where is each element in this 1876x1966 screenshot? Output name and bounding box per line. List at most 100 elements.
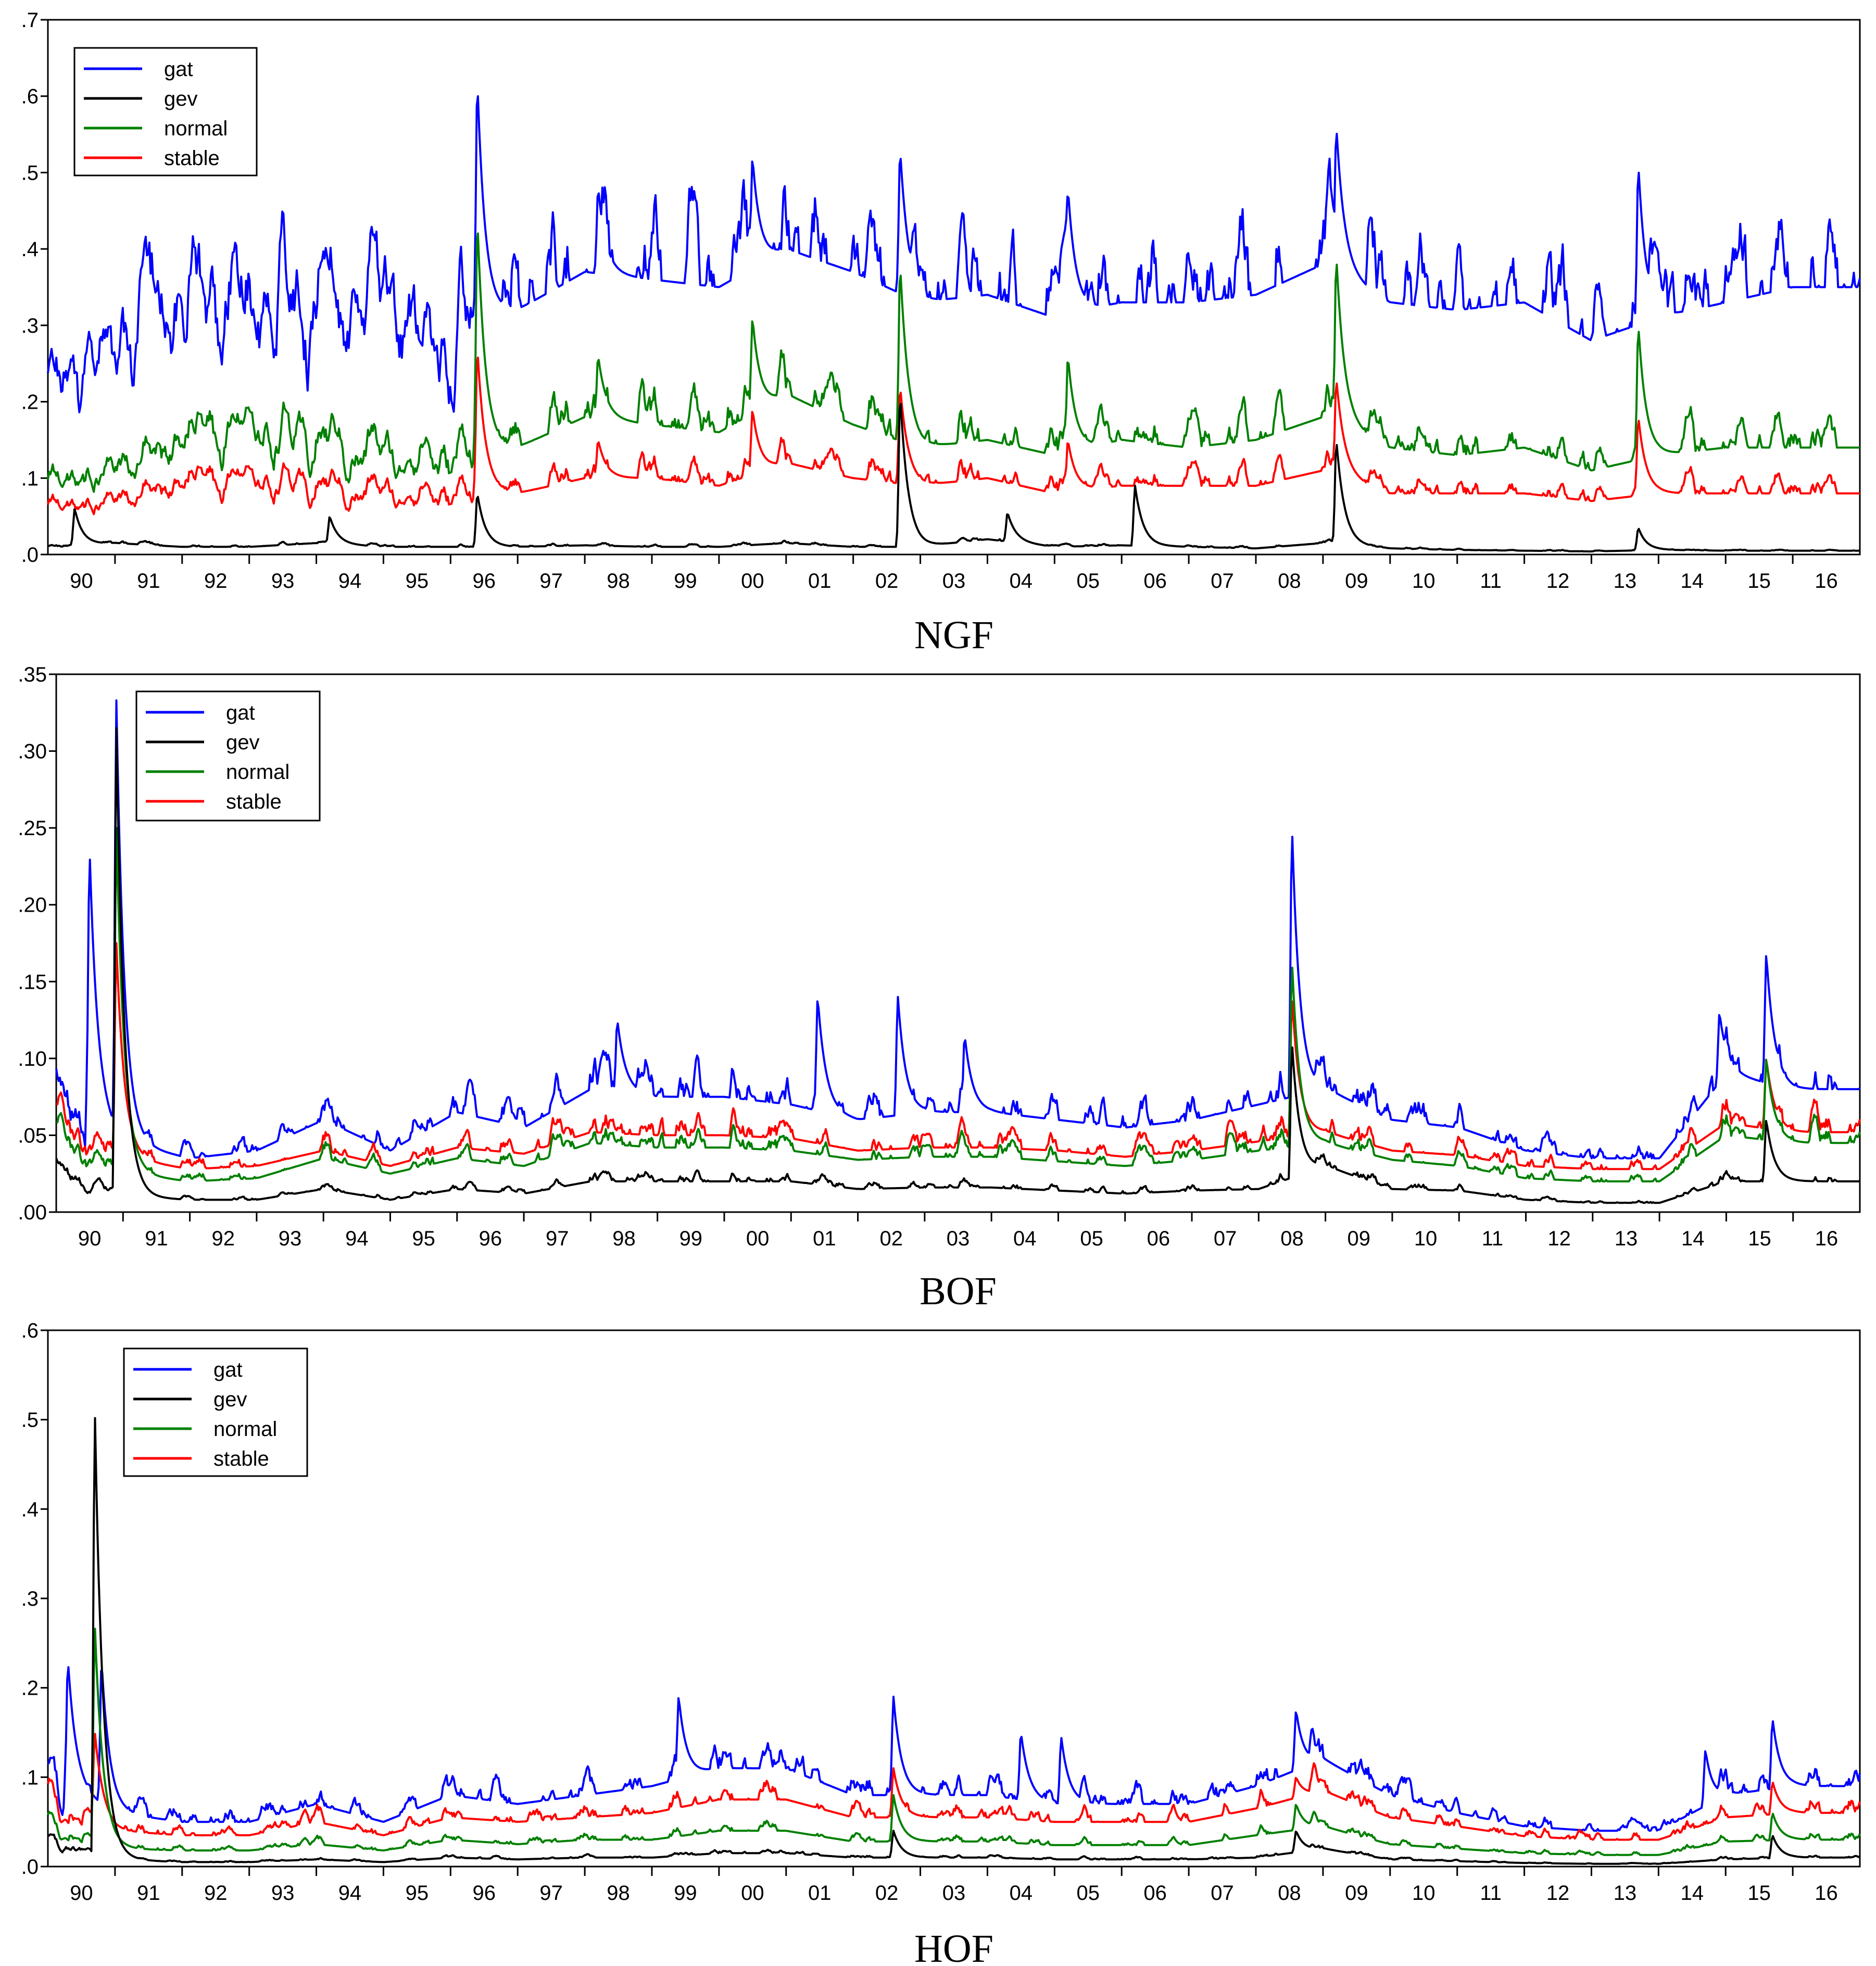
series-line-normal [47,1628,1861,1856]
x-tick-label: 05 [1077,1882,1100,1905]
x-tick-label: 09 [1345,570,1368,593]
legend-label-gat: gat [164,58,193,81]
legend-label-stable: stable [213,1447,269,1470]
x-tick-label: 93 [271,1882,295,1905]
x-tick-label: 16 [1815,1227,1839,1250]
y-tick-label: .6 [21,1319,39,1342]
x-tick-label: 01 [808,1882,832,1905]
x-tick-label: 09 [1345,1882,1368,1905]
panel-ngf: .0 .1 .2 .3 .4 .5 .6 .7 90 91 92 93 94 95 96 97 98 99 00 01… [21,9,1861,657]
y-tick-label: .1 [21,1766,39,1789]
x-tick-label: 97 [546,1227,569,1250]
x-tick-label: 93 [279,1227,302,1250]
x-tick-label: 11 [1482,1227,1504,1250]
y-tick-label: .35 [18,663,47,686]
x-tick-label: 14 [1681,570,1704,593]
x-tick-label: 04 [1010,570,1033,593]
x-tick-label: 98 [612,1227,636,1250]
y-tick-label: .20 [18,894,47,917]
x-tick-label: 13 [1614,570,1637,593]
x-tick-label: 90 [78,1227,102,1250]
y-tick-label: .7 [21,9,39,32]
x-tick-label: 05 [1080,1227,1103,1250]
legend-label-gev: gev [226,731,260,754]
x-tick-label: 13 [1615,1227,1638,1250]
x-tick-label: 91 [137,1882,160,1905]
x-tick-label: 07 [1211,1882,1234,1905]
x-tick-label: 91 [145,1227,168,1250]
x-tick-label: 92 [204,1882,228,1905]
x-tick-label: 07 [1214,1227,1237,1250]
x-tick-label: 01 [813,1227,836,1250]
x-tick-label: 05 [1077,570,1100,593]
x-tick-label: 16 [1815,1882,1838,1905]
y-tick-label: .4 [21,1498,39,1521]
x-tick-label: 94 [338,570,362,593]
y-tick-label: .25 [18,817,47,840]
x-tick-label: 02 [875,1882,899,1905]
legend: gat gev normal stable [135,690,321,822]
plot-frame [55,673,1861,1213]
y-tick-label: .1 [21,467,39,490]
x-tick-label: 91 [137,570,160,593]
x-tick-label: 93 [271,570,295,593]
series-line-stable [47,1733,1861,1841]
panel-title: HOF [914,1927,993,1966]
y-tick-label: .3 [21,314,39,337]
x-tick-label: 13 [1614,1882,1637,1905]
x-tick-label: 09 [1348,1227,1371,1250]
series-line-gev [47,402,1860,553]
x-tick-label: 12 [1547,1227,1571,1250]
x-tick-label: 03 [942,570,966,593]
y-tick-label: .30 [18,740,47,763]
legend-label-stable: stable [164,147,220,170]
x-tick-label: 95 [406,570,429,593]
legend-label-stable: stable [226,790,282,813]
x-tick-label: 12 [1546,570,1570,593]
y-tick-label: .0 [21,1856,39,1879]
x-tick-label: 06 [1143,1882,1167,1905]
x-tick-label: 99 [679,1227,703,1250]
x-tick-label: 12 [1546,1882,1570,1905]
x-tick-label: 98 [607,570,630,593]
x-tick-label: 02 [879,1227,903,1250]
x-tick-label: 10 [1412,570,1436,593]
series-line-normal [47,232,1860,493]
y-tick-label: .6 [21,85,39,108]
legend-box [73,47,258,177]
x-tick-label: 90 [70,570,93,593]
plot-frame [47,1329,1861,1868]
x-tick-label: 11 [1480,570,1502,593]
legend-label-normal: normal [213,1418,277,1441]
series-line-gev [47,1417,1861,1865]
x-tick-label: 97 [539,1882,563,1905]
x-tick-label: 15 [1747,1882,1771,1905]
x-tick-label: 10 [1412,1882,1436,1905]
y-tick-label: .2 [21,1677,39,1700]
x-tick-label: 04 [1010,1882,1033,1905]
legend-label-gat: gat [213,1358,243,1381]
y-tick-label: .5 [21,1409,39,1432]
x-tick-label: 95 [406,1882,429,1905]
x-tick-label: 96 [473,570,496,593]
x-tick-label: 15 [1748,1227,1771,1250]
series-line-gat [55,699,1861,1160]
x-tick-label: 15 [1747,570,1771,593]
x-tick-label: 92 [204,570,228,593]
y-tick-label: .5 [21,161,39,184]
x-tick-label: 90 [70,1882,93,1905]
x-tick-label: 03 [942,1882,966,1905]
panel-hof: .0 .1 .2 .3 .4 .5 .6 90 91 92 93 94 95 96 97 98 99 00 01 02… [21,1319,1861,1966]
y-tick-label: .2 [21,391,39,414]
series-line-normal [56,827,1861,1182]
x-tick-label: 08 [1278,570,1301,593]
panel-title: NGF [914,613,993,657]
x-tick-label: 00 [746,1227,770,1250]
x-tick-label: 10 [1414,1227,1438,1250]
panel-title: BOF [920,1269,997,1313]
x-tick-label: 14 [1681,1227,1705,1250]
y-tick-label: .00 [18,1201,47,1224]
panel-bof: .00 .05 .10 .15 .20 .25 .30 .35 90 91 92 93 94 95 96 97… [18,663,1861,1313]
y-tick-label: .10 [18,1048,47,1070]
legend-label-gev: gev [164,87,198,110]
